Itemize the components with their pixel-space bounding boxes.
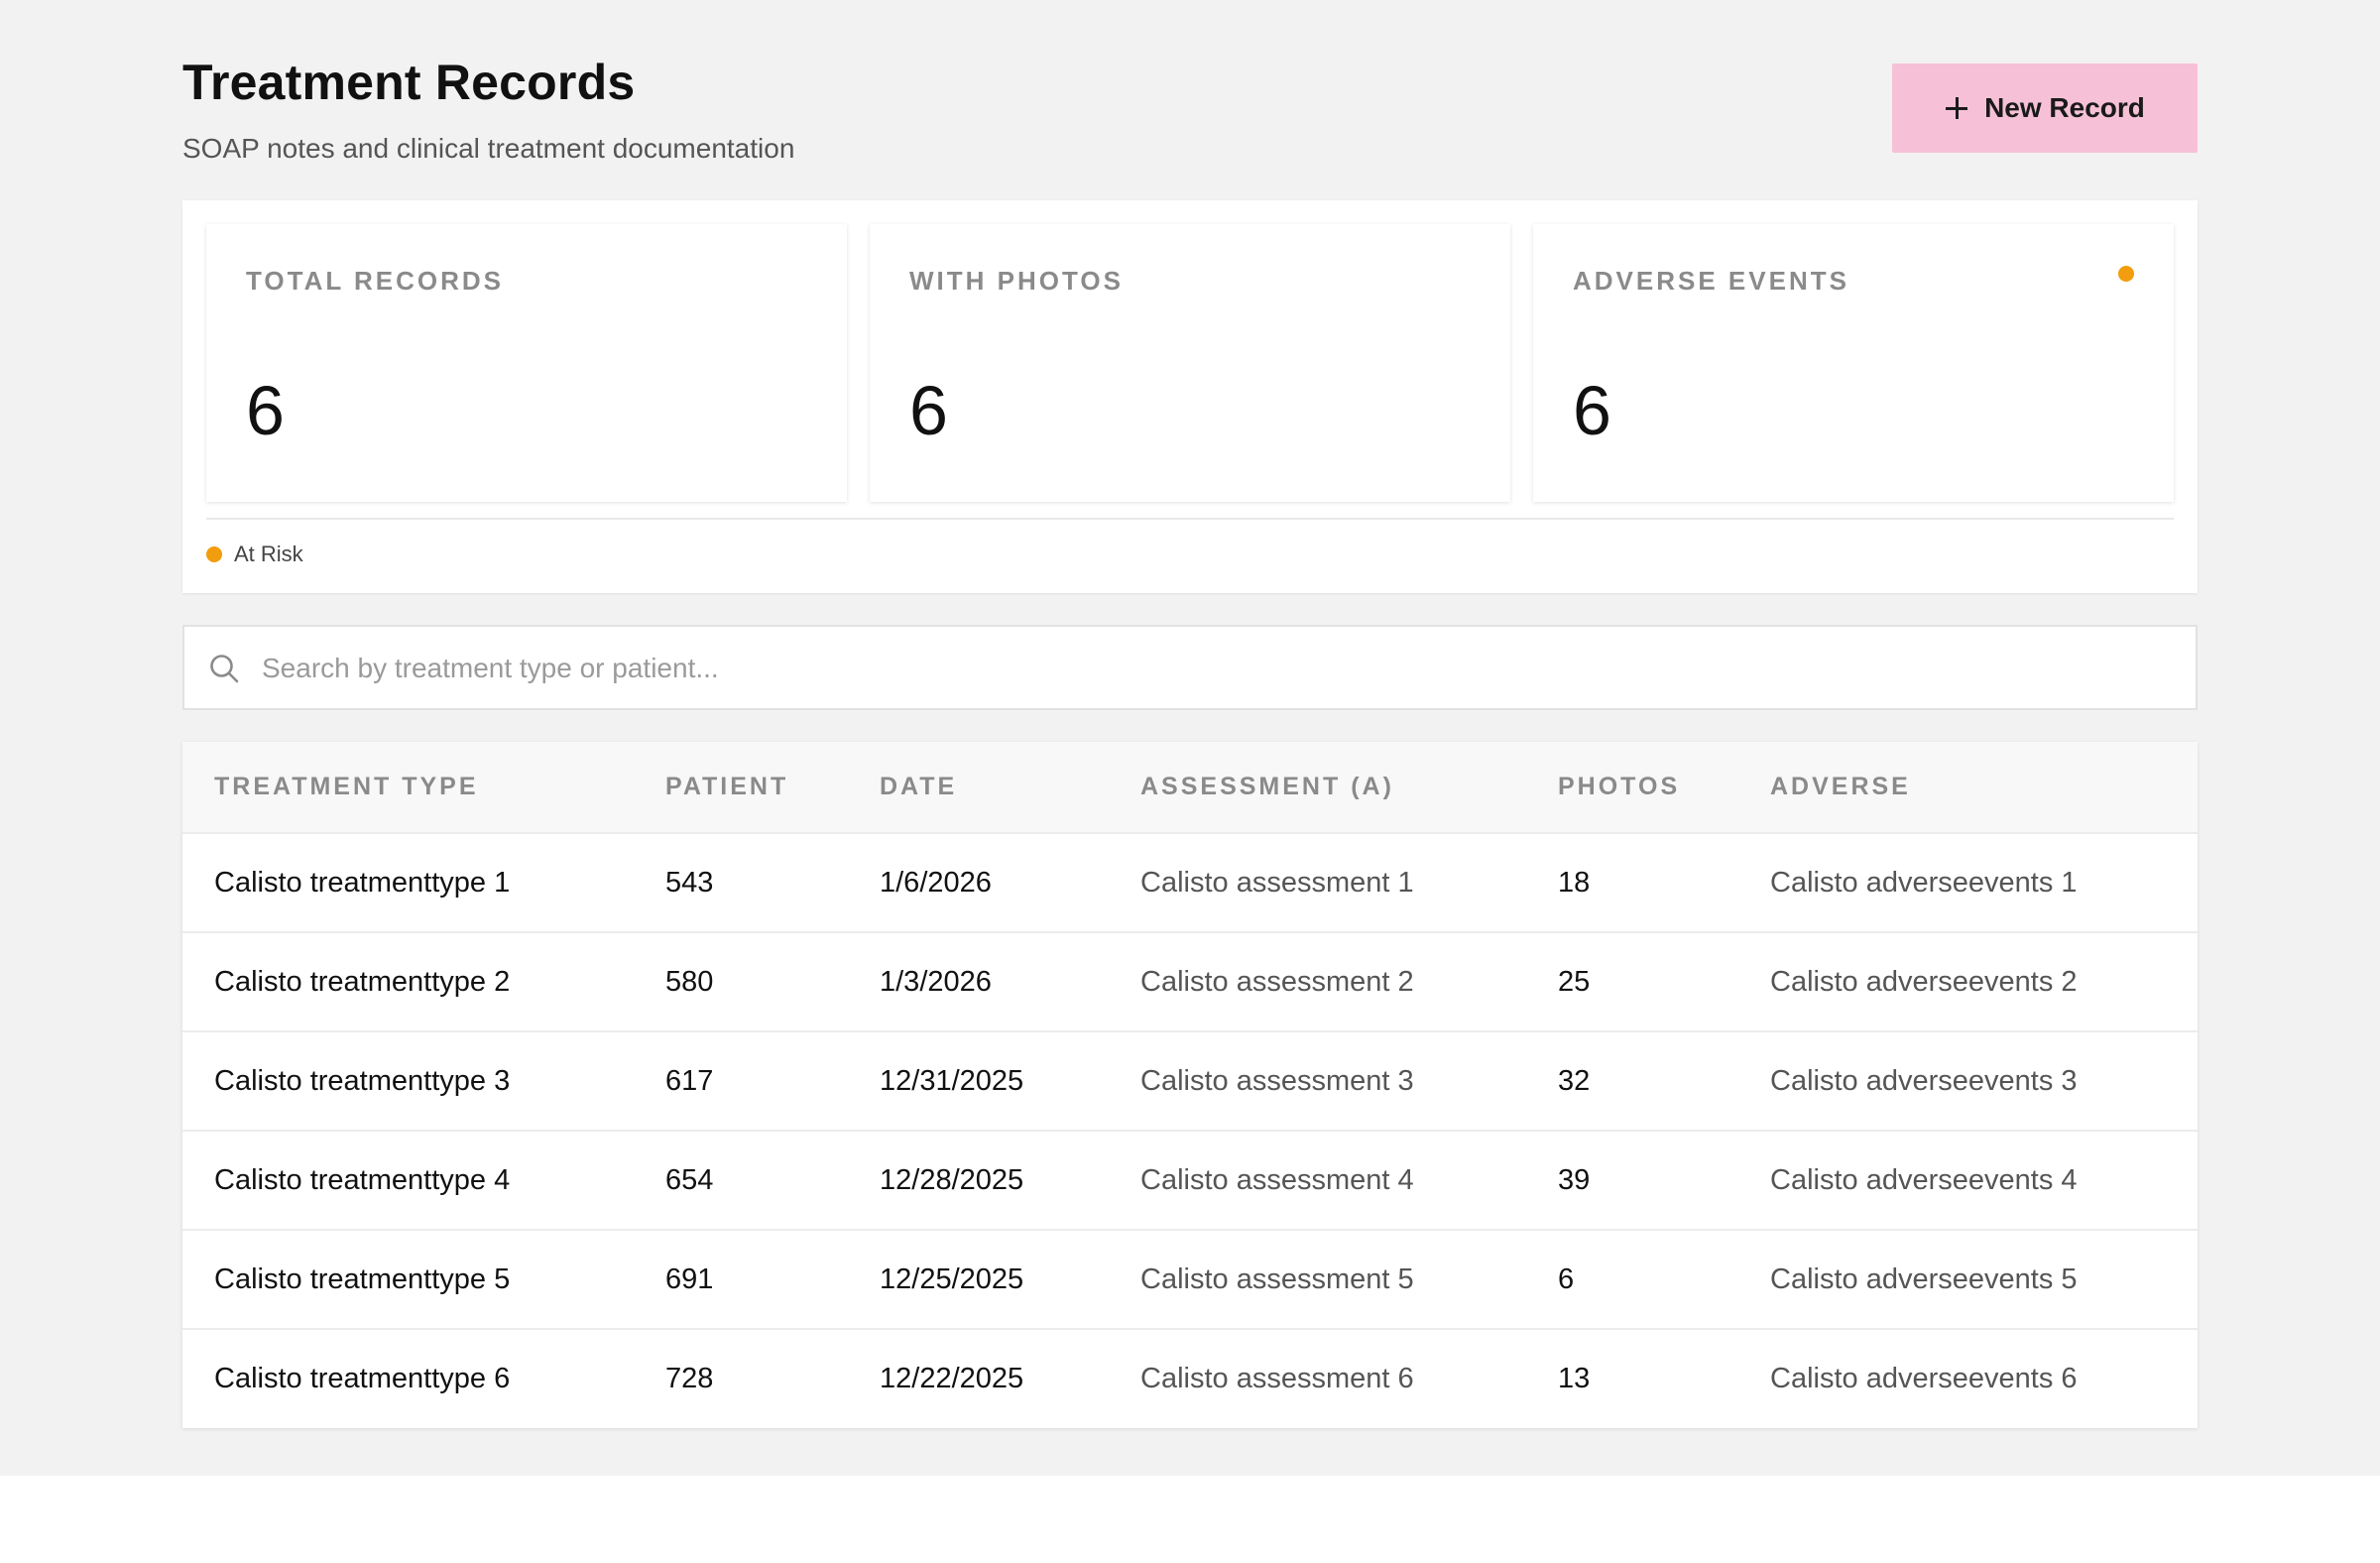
cell-patient: 654 <box>665 1163 714 1196</box>
column-header-photos[interactable]: PHOTOS <box>1558 773 1681 800</box>
cell-assessment: Calisto assessment 2 <box>1140 965 1414 998</box>
cell-photos: 25 <box>1558 965 1591 998</box>
stat-label: TOTAL RECORDS <box>246 266 505 296</box>
main-content: Treatment Records SOAP notes and clinica… <box>182 0 2198 1476</box>
cell-date: 1/6/2026 <box>880 866 992 899</box>
cell-treatment-type: Calisto treatmenttype 5 <box>214 1262 511 1295</box>
cell-adverse: Calisto adverseevents 4 <box>1770 1163 2078 1196</box>
at-risk-legend-dot <box>206 546 222 562</box>
stat-label: ADVERSE EVENTS <box>1573 266 1849 296</box>
column-header-assessment[interactable]: ASSESSMENT (A) <box>1140 773 1394 800</box>
table-row[interactable]: Calisto treatmenttype 1 543 1/6/2026 Cal… <box>182 833 2198 932</box>
stats-panel: TOTAL RECORDS 6 WITH PHOTOS 6 ADVERSE EV… <box>182 200 2198 593</box>
page-header: Treatment Records SOAP notes and clinica… <box>182 50 2198 179</box>
table-row[interactable]: Calisto treatmenttype 2 580 1/3/2026 Cal… <box>182 932 2198 1031</box>
at-risk-status-dot <box>2118 266 2134 282</box>
cell-assessment: Calisto assessment 4 <box>1140 1163 1414 1196</box>
new-record-label: New Record <box>1984 92 2145 123</box>
stat-label: WITH PHOTOS <box>909 266 1124 296</box>
stat-card-with-photos: WITH PHOTOS 6 <box>870 224 1510 502</box>
stat-card-adverse-events: ADVERSE EVENTS 6 <box>1533 224 2174 502</box>
cell-assessment: Calisto assessment 1 <box>1140 866 1414 899</box>
cell-adverse: Calisto adverseevents 3 <box>1770 1064 2078 1097</box>
cell-date: 12/25/2025 <box>880 1262 1024 1295</box>
column-header-date[interactable]: DATE <box>880 773 958 800</box>
cell-patient: 728 <box>665 1363 714 1394</box>
column-header-patient[interactable]: PATIENT <box>665 773 789 800</box>
search-box <box>182 625 2198 710</box>
table-row[interactable]: Calisto treatmenttype 5 691 12/25/2025 C… <box>182 1230 2198 1329</box>
cell-treatment-type: Calisto treatmenttype 3 <box>214 1064 511 1097</box>
search-input[interactable] <box>262 629 2176 708</box>
cell-patient: 691 <box>665 1262 714 1295</box>
cell-treatment-type: Calisto treatmenttype 2 <box>214 965 511 998</box>
cell-adverse: Calisto adverseevents 5 <box>1770 1262 2078 1295</box>
cell-photos: 13 <box>1558 1363 1591 1394</box>
table-row[interactable]: Calisto treatmenttype 6 728 12/22/2025 C… <box>182 1329 2198 1428</box>
cell-treatment-type: Calisto treatmenttype 4 <box>214 1163 511 1196</box>
stats-divider <box>206 518 2174 520</box>
column-header-treatment-type[interactable]: TREATMENT TYPE <box>214 773 479 800</box>
cell-adverse: Calisto adverseevents 2 <box>1770 965 2078 998</box>
stat-value: 6 <box>246 372 285 449</box>
status-legend: At Risk <box>206 540 303 569</box>
cell-photos: 39 <box>1558 1163 1591 1196</box>
cell-assessment: Calisto assessment 5 <box>1140 1262 1414 1295</box>
column-header-adverse[interactable]: ADVERSE <box>1770 773 1911 800</box>
cell-treatment-type: Calisto treatmenttype 1 <box>214 866 511 899</box>
cell-date: 12/31/2025 <box>880 1064 1024 1097</box>
legend-label: At Risk <box>234 541 303 566</box>
cell-assessment: Calisto assessment 6 <box>1140 1363 1414 1394</box>
stat-card-total-records: TOTAL RECORDS 6 <box>206 224 847 502</box>
cell-patient: 543 <box>665 866 714 899</box>
cell-date: 12/28/2025 <box>880 1163 1024 1196</box>
cell-date: 1/3/2026 <box>880 965 992 998</box>
page-title: Treatment Records <box>182 55 636 110</box>
cell-treatment-type: Calisto treatmenttype 6 <box>214 1363 511 1394</box>
plus-icon <box>1945 96 1968 120</box>
stat-value: 6 <box>1573 372 1611 449</box>
table-row[interactable]: Calisto treatmenttype 3 617 12/31/2025 C… <box>182 1031 2198 1131</box>
cell-photos: 18 <box>1558 866 1591 899</box>
stat-value: 6 <box>909 372 948 449</box>
new-record-button[interactable]: New Record <box>1892 63 2198 153</box>
search-icon <box>210 655 239 683</box>
cell-adverse: Calisto adverseevents 1 <box>1770 866 2078 899</box>
cell-assessment: Calisto assessment 3 <box>1140 1064 1414 1097</box>
cell-photos: 6 <box>1558 1262 1575 1295</box>
treatment-records-table: TREATMENT TYPE PATIENT DATE ASSESSMENT (… <box>182 742 2198 1428</box>
cell-patient: 580 <box>665 965 714 998</box>
table-header-row: TREATMENT TYPE PATIENT DATE ASSESSMENT (… <box>182 742 2198 833</box>
cell-photos: 32 <box>1558 1064 1591 1097</box>
cell-date: 12/22/2025 <box>880 1363 1024 1394</box>
table-row[interactable]: Calisto treatmenttype 4 654 12/28/2025 C… <box>182 1131 2198 1230</box>
cell-adverse: Calisto adverseevents 6 <box>1770 1363 2078 1394</box>
page-subtitle: SOAP notes and clinical treatment docume… <box>182 133 795 164</box>
cell-patient: 617 <box>665 1064 714 1097</box>
